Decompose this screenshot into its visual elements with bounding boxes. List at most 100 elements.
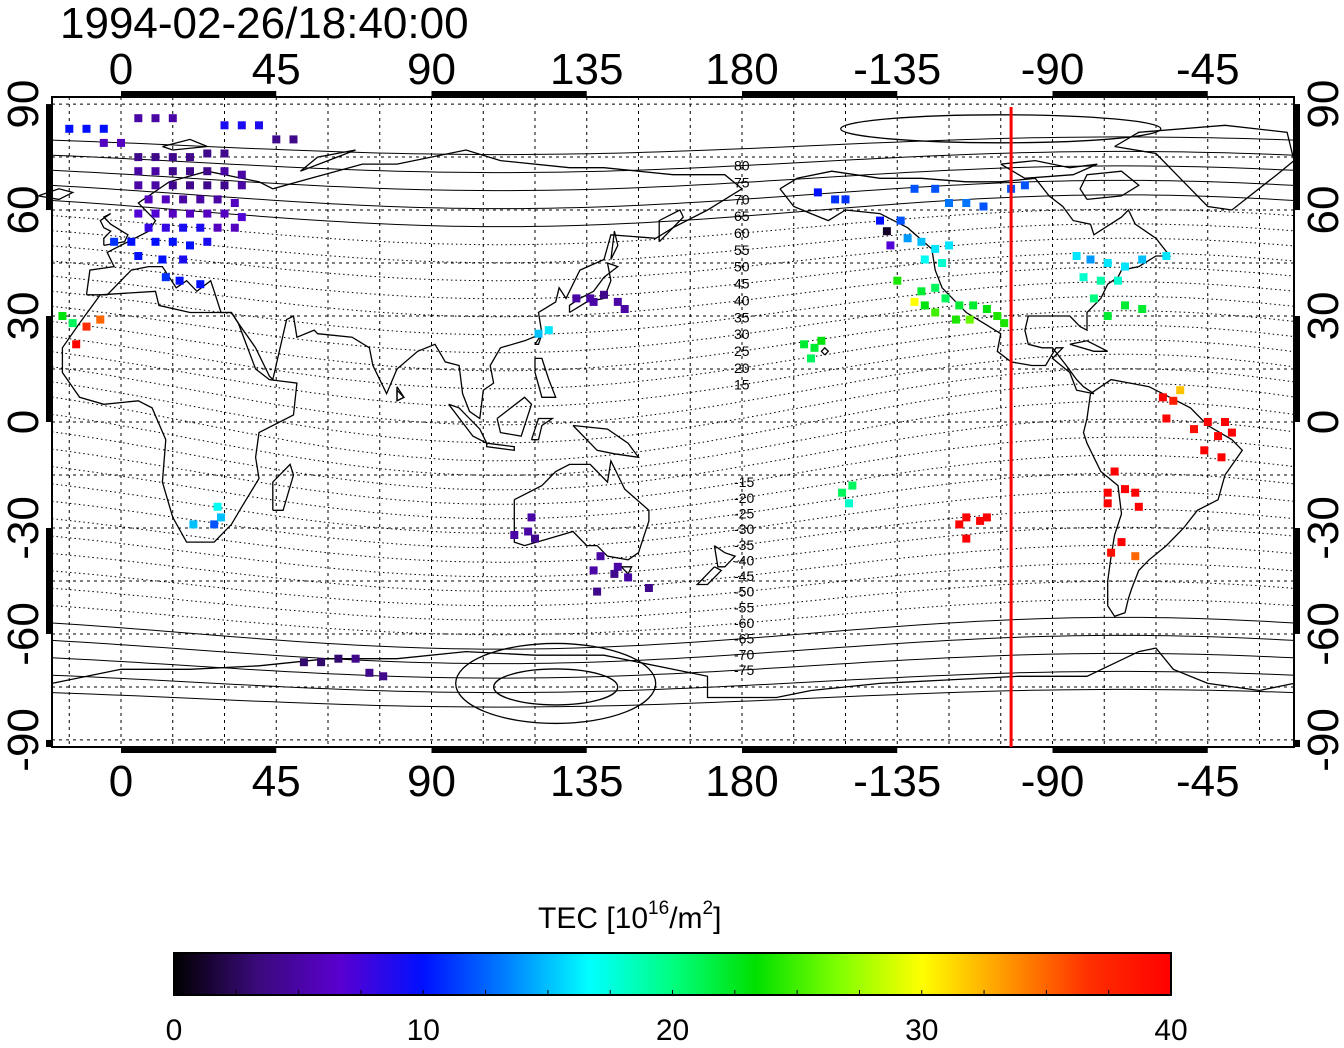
tec-point [1096, 276, 1105, 285]
tec-point [903, 234, 912, 243]
latitude-labels-left: 90 60 30 0 -30 -60 -90 [0, 80, 48, 772]
mlat-contour [51, 688, 1295, 708]
tec-point [213, 502, 222, 511]
tec-point [186, 209, 194, 218]
lon-tick-label-bottom: 180 [705, 757, 778, 806]
mlat-label: -25 [734, 506, 754, 522]
mlat-contour [51, 223, 1295, 264]
tec-point [610, 569, 619, 578]
tec-point [196, 223, 205, 232]
coastline-hawaii [820, 346, 830, 356]
tec-point [1107, 548, 1116, 557]
tec-point [189, 520, 198, 529]
tec-point [982, 513, 991, 522]
coastline-philippines [534, 357, 557, 398]
tec-point [365, 668, 374, 677]
tec-point [58, 312, 67, 320]
tec-point [624, 573, 633, 582]
mlat-contour [51, 634, 1295, 665]
axis-bar-top [742, 91, 898, 97]
colorbar-label: TEC [1016/m2] [538, 898, 721, 935]
tec-point [1162, 414, 1171, 423]
mlat-label: -65 [734, 631, 754, 647]
tec-point [1200, 446, 1209, 455]
axis-bar-right [1294, 739, 1300, 747]
lat-tick-label-left: 90 [0, 80, 48, 129]
tec-point [217, 513, 225, 522]
tec-point [1162, 252, 1171, 260]
tec-point [886, 241, 895, 250]
lon-tick-label-top: 180 [705, 45, 778, 94]
tec-point [351, 654, 360, 663]
tec-point [220, 167, 229, 176]
tec-point [1131, 552, 1140, 561]
tec-point [203, 167, 212, 176]
mlat-contour [51, 368, 1295, 444]
axis-bar-bottom [431, 747, 587, 753]
tec-point [134, 114, 143, 123]
coastline-sakhalin [610, 231, 619, 260]
mlat-label: 65 [734, 208, 750, 224]
mlat-contour [51, 652, 1295, 679]
tec-point [186, 181, 194, 190]
mlat-contour [51, 281, 1295, 336]
tec-point [831, 195, 840, 204]
coastline-sumatra [448, 403, 489, 445]
tec-point [168, 114, 177, 123]
tec-point [534, 329, 543, 338]
tec-point [134, 181, 143, 190]
tec-point [196, 195, 205, 204]
mlat-label: 45 [734, 276, 750, 292]
tec-point [982, 305, 991, 313]
tec-point [813, 188, 822, 197]
mlat-label: 25 [734, 343, 750, 359]
coastline-africa [61, 290, 298, 543]
tec-point [96, 315, 105, 324]
mlat-label: -55 [734, 599, 754, 615]
colorbar-tick-label: 40 [1154, 1014, 1187, 1047]
lat-tick-label-left: 0 [0, 410, 48, 434]
mlat-contour [51, 598, 1295, 636]
tec-point [151, 237, 160, 246]
lon-tick-label-top: 90 [407, 45, 456, 94]
colorbar-label-suffix: ] [713, 902, 721, 935]
axis-bar-top [1052, 91, 1208, 97]
lat-tick-label-right: 90 [1299, 80, 1344, 129]
tec-point [68, 319, 77, 328]
tec-point [379, 672, 388, 681]
coastline-taiwan [534, 333, 543, 345]
tec-point [65, 124, 74, 133]
tec-point [1203, 418, 1212, 426]
tec-point [807, 354, 815, 363]
mlat-label: 75 [734, 175, 750, 191]
tec-point [951, 315, 960, 324]
tec-point [1110, 467, 1119, 476]
tec-point [838, 488, 846, 497]
tec-point [161, 223, 170, 232]
tec-point [127, 237, 136, 246]
lon-tick-label-top: 135 [550, 45, 623, 94]
tec-point [945, 241, 953, 250]
mlat-contour [51, 508, 1295, 563]
colorbar-tick-label: 20 [656, 1014, 689, 1047]
tec-point [1158, 393, 1167, 402]
mlat-label: -50 [734, 584, 754, 600]
tec-point [620, 305, 629, 313]
tec-point [213, 223, 222, 232]
coastline-svalbard [162, 138, 208, 151]
tec-point [237, 181, 246, 190]
tec-point [134, 153, 143, 162]
tec-point [931, 184, 940, 193]
tec-point [1138, 255, 1147, 264]
mlat-contour [51, 179, 1295, 210]
tec-point [931, 244, 940, 253]
tec-point [917, 237, 926, 246]
coastline-java [486, 442, 515, 452]
tec-point [910, 297, 919, 306]
tec-point [1020, 181, 1029, 190]
tec-observations [58, 114, 1236, 681]
tec-point [220, 149, 229, 158]
lat-tick-label-left: -90 [0, 708, 48, 772]
